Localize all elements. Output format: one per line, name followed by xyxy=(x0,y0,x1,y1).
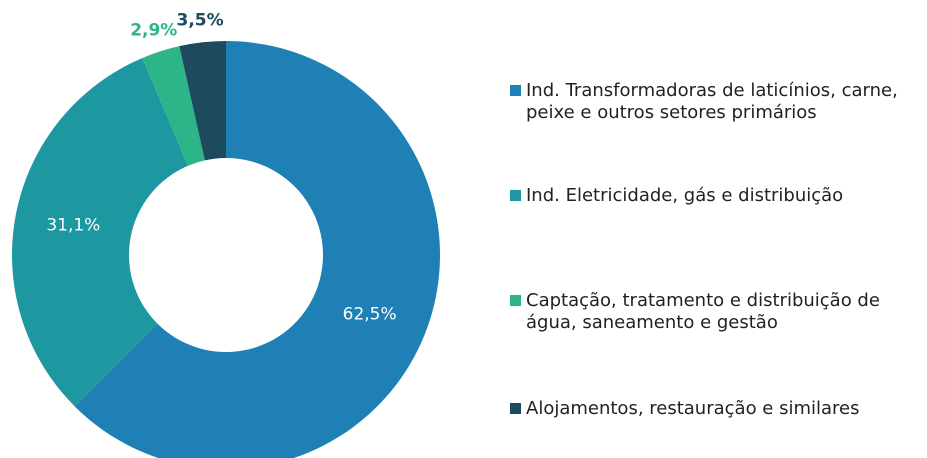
legend-label: Ind. Eletricidade, gás e distribuição xyxy=(526,185,844,206)
legend-swatch xyxy=(510,190,521,201)
value-label: 31,1% xyxy=(46,215,100,235)
donut-slice xyxy=(179,41,226,161)
chart: 62,5% 31,1% 2,9% 3,5% xyxy=(11,10,440,458)
donut-slice xyxy=(11,58,189,407)
value-label: 3,5% xyxy=(177,10,224,30)
legend-entry: Alojamentos, restauração e similares xyxy=(510,398,927,420)
legend-swatch xyxy=(510,403,521,414)
legend-swatch xyxy=(510,85,521,96)
donut-slice xyxy=(74,41,440,458)
legend-label: Ind. Transformadoras de laticínios, carn… xyxy=(526,80,898,123)
value-label: 62,5% xyxy=(343,305,397,325)
legend-swatch xyxy=(510,295,521,306)
legend-label: Alojamentos, restauração e similares xyxy=(526,398,860,419)
legend-entry: Captação, tratamento e distribuição de á… xyxy=(510,290,927,334)
donut-slice xyxy=(142,46,205,166)
legend-label: Captação, tratamento e distribuição de á… xyxy=(526,290,880,333)
legend-entry: Ind. Eletricidade, gás e distribuição xyxy=(510,185,927,207)
value-label: 2,9% xyxy=(130,20,177,40)
legend-entry: Ind. Transformadoras de laticínios, carn… xyxy=(510,80,927,124)
